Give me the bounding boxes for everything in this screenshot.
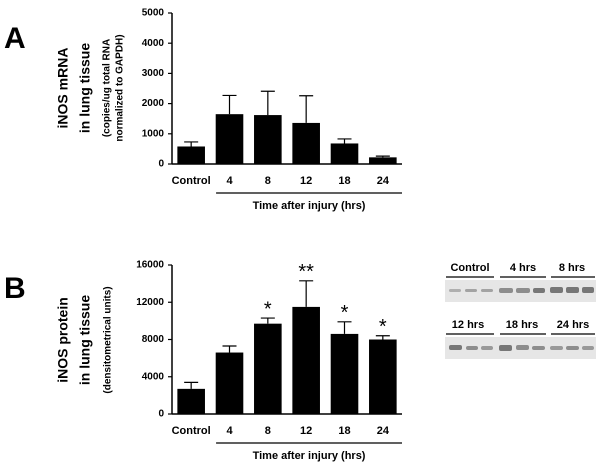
y-tick-label: 12000 — [136, 297, 164, 308]
y-tick-label: 0 — [158, 159, 164, 170]
bar — [292, 306, 320, 414]
y-tick-label: 1000 — [142, 128, 165, 139]
x-tick-label: 8 — [265, 425, 271, 437]
error-bar — [222, 345, 237, 353]
panel-label: B — [4, 272, 26, 305]
panel-label: A — [4, 22, 26, 55]
x-tick-label: 8 — [265, 175, 271, 187]
y-tick-label: 4000 — [142, 371, 165, 382]
bar — [369, 339, 397, 414]
error-bar — [337, 321, 352, 334]
error-bar — [375, 155, 390, 158]
y-axis-label: (copies/ug total RNA — [102, 39, 113, 137]
error-bar — [260, 317, 275, 324]
x-tick-label: 4 — [226, 425, 233, 437]
x-axis-label: Time after injury (hrs) — [253, 450, 366, 462]
error-bar — [184, 381, 199, 389]
error-bar — [299, 95, 314, 123]
bar — [254, 323, 282, 414]
error-bar — [260, 90, 275, 116]
error-bar — [222, 94, 237, 115]
x-tick-label: 12 — [300, 175, 312, 187]
blot-label: 8 hrs — [559, 262, 585, 274]
blot-label: Control — [450, 262, 489, 274]
bar — [177, 146, 205, 164]
x-tick-label: Control — [172, 425, 211, 437]
y-axis-label: in lung tissue — [77, 43, 93, 133]
bar — [215, 352, 244, 414]
y-axis-label: in lung tissue — [77, 295, 93, 385]
bar — [330, 143, 359, 164]
error-bar — [184, 141, 199, 147]
significance: ** — [298, 261, 314, 283]
bar — [215, 114, 244, 164]
y-tick-label: 2000 — [142, 98, 165, 109]
blot-label: 4 hrs — [510, 262, 536, 274]
x-tick-label: 18 — [338, 425, 350, 437]
blot-label: 18 hrs — [506, 319, 538, 331]
significance: * — [341, 302, 349, 324]
y-tick-label: 0 — [158, 409, 164, 420]
y-tick-label: 8000 — [142, 334, 165, 345]
significance: * — [264, 298, 272, 320]
bar — [369, 157, 397, 164]
y-axis-label: (densitometrical units) — [103, 286, 114, 393]
significance: * — [379, 316, 387, 338]
bar — [177, 388, 205, 414]
bar — [292, 122, 320, 164]
x-tick-label: Control — [172, 175, 211, 187]
x-tick-label: 12 — [300, 425, 312, 437]
y-axis-label: iNOS protein — [55, 297, 71, 383]
x-tick-label: 4 — [226, 175, 233, 187]
bar — [330, 333, 359, 414]
error-bar — [375, 335, 390, 340]
error-bar — [337, 138, 352, 144]
blots: Control 4 hrs 8 hrs 12 hrs 18 hrs 24 hrs — [445, 262, 596, 359]
y-axis-label: normalized to GAPDH) — [115, 34, 126, 141]
blot-label: 24 hrs — [557, 319, 589, 331]
x-tick-label: 18 — [338, 175, 350, 187]
error-bar — [299, 280, 314, 307]
blot-label: 12 hrs — [452, 319, 484, 331]
y-tick-label: 3000 — [142, 68, 165, 79]
y-tick-label: 16000 — [136, 260, 164, 271]
y-axis-label: iNOS mRNA — [55, 48, 71, 129]
y-tick-label: 5000 — [142, 8, 165, 19]
x-axis-label: Time after injury (hrs) — [253, 200, 366, 212]
x-tick-label: 24 — [377, 425, 390, 437]
y-tick-label: 4000 — [142, 38, 165, 49]
x-tick-label: 24 — [377, 175, 390, 187]
bar — [254, 115, 282, 164]
